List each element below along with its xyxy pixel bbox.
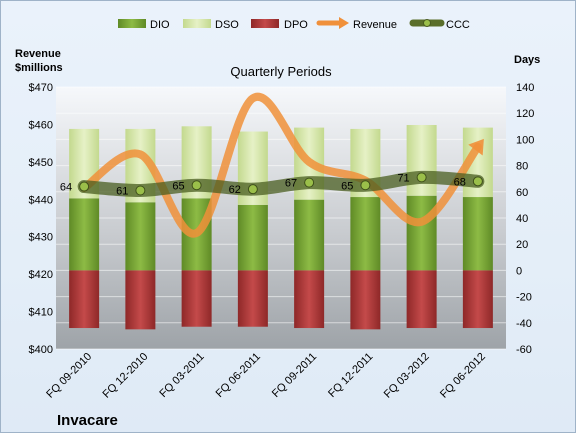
left-axis-title-line1: Revenue [15, 48, 61, 60]
revenue-series [80, 92, 484, 238]
right-tick-label: 80 [516, 161, 528, 173]
left-tick-label: $440 [29, 194, 53, 206]
x-tick-label: FQ 09-2010 [44, 351, 94, 401]
bar-dpo [125, 270, 156, 330]
legend-label-dpo: DPO [284, 19, 308, 31]
right-tick-label: 100 [516, 134, 534, 146]
x-tick-label: FQ 06-2011 [214, 351, 263, 400]
ccc-data-label: 61 [116, 185, 128, 197]
x-tick-label: FQ 12-2011 [326, 351, 375, 400]
legend-label-dso: DSO [215, 19, 239, 31]
right-tick-label: 60 [516, 187, 528, 199]
x-tick-label: FQ 12-2010 [101, 351, 151, 401]
bar-dpo [237, 270, 268, 327]
right-axis-ticks: -60 -40 -20 0 20 40 60 80 100 120 140 [516, 82, 534, 356]
left-tick-label: $430 [29, 232, 53, 244]
x-tick-label: FQ 03-2012 [382, 351, 432, 401]
right-tick-label: -60 [516, 344, 532, 356]
left-axis-title-line2: $millions [15, 62, 63, 74]
ccc-data-label: 68 [454, 176, 466, 188]
left-tick-label: $470 [29, 82, 53, 94]
bar-dpo [69, 270, 100, 329]
ccc-data-label: 65 [341, 180, 353, 192]
ccc-point [304, 177, 315, 188]
bar-dpo [294, 270, 325, 329]
ccc-point [79, 181, 90, 192]
bar-dio [237, 204, 268, 271]
ccc-data-label: 64 [60, 182, 72, 194]
chart-title: Quarterly Periods [230, 64, 332, 79]
revenue-line [80, 92, 482, 238]
ccc-data-label: 65 [172, 180, 184, 192]
legend-label-ccc: CCC [446, 19, 470, 31]
x-tick-label: FQ 06-2012 [438, 351, 488, 401]
x-tick-label: FQ 03-2011 [157, 351, 206, 400]
ccc-data-label: 62 [229, 184, 241, 196]
x-axis-labels: FQ 09-2010 FQ 12-2010 FQ 03-2011 FQ 06-2011… [44, 351, 488, 401]
left-axis-ticks: $400 $410 $420 $430 $440 $450 $460 $470 [29, 82, 53, 356]
right-tick-label: 120 [516, 108, 534, 120]
ccc-series: 64 61 65 62 67 65 71 68 [60, 170, 485, 197]
legend-swatch-dpo [251, 19, 279, 28]
bar-dpo [406, 270, 437, 329]
ccc-point [416, 172, 427, 183]
bar-dio [69, 198, 100, 271]
revenue-arrowhead [468, 138, 484, 156]
right-tick-label: 140 [516, 82, 534, 94]
right-axis-title: Days [514, 54, 540, 66]
right-tick-label: -20 [516, 292, 532, 304]
legend-label-revenue: Revenue [353, 19, 397, 31]
legend-swatch-revenue [316, 17, 349, 29]
ccc-point [191, 180, 202, 191]
bar-dpo [181, 270, 212, 327]
ccc-point [247, 184, 258, 195]
legend-swatch-dso [183, 19, 211, 28]
ccc-data-label: 67 [285, 178, 297, 190]
bar-dpo [350, 270, 381, 330]
bar-dio [294, 199, 325, 271]
right-tick-label: 0 [516, 265, 522, 277]
left-tick-label: $450 [29, 157, 53, 169]
left-tick-label: $410 [29, 307, 53, 319]
ccc-point [135, 185, 146, 196]
bar-dso [406, 124, 437, 196]
right-tick-label: -40 [516, 318, 532, 330]
ccc-point [360, 180, 371, 191]
legend-swatch-ccc [409, 19, 445, 27]
right-tick-label: 20 [516, 239, 528, 251]
bar-dio [350, 197, 381, 271]
left-tick-label: $400 [29, 344, 53, 356]
right-tick-label: 40 [516, 213, 528, 225]
left-tick-label: $420 [29, 269, 53, 281]
bar-dio [462, 197, 493, 271]
legend-swatch-dio [118, 19, 146, 28]
ccc-data-label: 71 [397, 172, 409, 184]
bar-dpo [462, 270, 493, 329]
company-name: Invacare [57, 412, 118, 429]
legend: DIO DSO DPO Revenue CCC [118, 17, 470, 31]
left-tick-label: $460 [29, 119, 53, 131]
x-tick-label: FQ 09-2011 [270, 351, 319, 400]
bar-dio [125, 202, 156, 271]
legend-label-dio: DIO [150, 19, 170, 31]
ccc-point [472, 176, 483, 187]
bar-dio [406, 195, 437, 271]
